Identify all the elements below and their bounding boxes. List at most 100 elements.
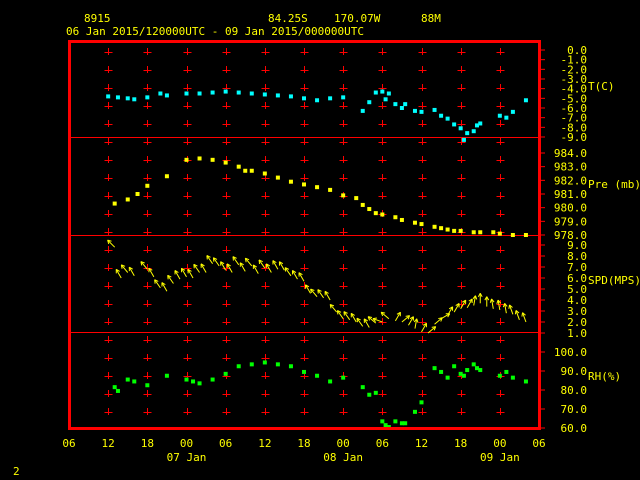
data-point xyxy=(145,95,150,100)
x-tick-label: 12 xyxy=(258,437,271,450)
data-point xyxy=(164,174,169,179)
wind-arrow xyxy=(324,290,331,301)
data-point xyxy=(474,366,479,371)
x-tick-label: 18 xyxy=(141,437,154,450)
data-point xyxy=(145,383,150,388)
wind-arrow-shaft xyxy=(181,267,187,278)
wind-arrow-head xyxy=(515,310,520,314)
wind-arrow-shaft xyxy=(473,295,476,306)
data-point xyxy=(386,91,391,96)
data-point xyxy=(471,362,476,367)
data-point xyxy=(439,226,444,231)
wind-arrow xyxy=(336,310,344,319)
wind-arrow xyxy=(466,298,473,308)
y-tick-label: 980.0 xyxy=(554,202,587,215)
wind-arrow xyxy=(477,293,483,304)
data-point xyxy=(275,93,280,98)
x-tick-label: 00 xyxy=(493,437,506,450)
data-point xyxy=(478,121,483,126)
wind-arrow-head xyxy=(407,315,411,320)
y-tick-label: 90.0 xyxy=(561,365,588,378)
wind-arrow xyxy=(107,239,116,248)
data-point xyxy=(380,212,385,217)
wind-arrow-head xyxy=(472,295,476,300)
wind-arrow xyxy=(413,318,419,329)
wind-arrow xyxy=(356,317,364,327)
wind-arrow-shaft xyxy=(128,266,135,277)
wind-arrow-head xyxy=(279,261,284,265)
wind-arrow xyxy=(265,263,272,273)
wind-arrow xyxy=(434,317,443,325)
wind-arrow-shaft xyxy=(401,315,410,323)
wind-arrow-shaft xyxy=(161,282,168,292)
wind-arrow-head xyxy=(226,263,231,267)
wind-arrow-head xyxy=(266,263,271,267)
wind-arrow-head xyxy=(161,282,166,286)
wind-arrow-head xyxy=(272,260,277,264)
wind-arrow-head xyxy=(121,264,126,267)
wind-arrow-shaft xyxy=(305,284,311,294)
data-point xyxy=(360,385,365,390)
data-point xyxy=(249,91,254,96)
data-point xyxy=(243,168,248,173)
wind-arrow xyxy=(305,284,311,294)
data-point xyxy=(383,97,388,102)
wind-arrow-head xyxy=(324,290,329,294)
wind-arrow xyxy=(284,267,292,277)
x-tick-label: 06 xyxy=(219,437,232,450)
data-point xyxy=(262,171,267,176)
data-point xyxy=(360,108,365,113)
y-tick-label: 100.0 xyxy=(554,346,587,359)
wind-arrow-head xyxy=(193,263,198,267)
wind-arrow-head xyxy=(367,316,371,321)
chart-header: 8915 84.25S 170.07W 88M 06 Jan 2015/1200… xyxy=(66,12,441,38)
data-point xyxy=(302,182,306,187)
wind-arrow-shaft xyxy=(324,291,331,301)
wind-arrow-head xyxy=(298,272,303,276)
wind-arrow-shaft xyxy=(367,316,377,324)
data-point xyxy=(445,227,450,232)
wind-arrow-head xyxy=(337,310,342,313)
wind-arrow xyxy=(421,322,427,333)
wind-arrow-head xyxy=(244,258,247,263)
data-point xyxy=(445,375,450,380)
data-point xyxy=(373,390,378,395)
data-point xyxy=(115,95,120,100)
data-point xyxy=(478,368,483,373)
x-tick-label: 06 xyxy=(62,437,75,450)
wind-arrow-head xyxy=(154,279,159,282)
wind-arrow xyxy=(115,268,122,279)
data-point xyxy=(497,373,502,378)
wind-arrow-head xyxy=(310,288,315,291)
wind-arrow-head xyxy=(489,298,493,303)
wind-arrow-head xyxy=(468,298,473,302)
wind-arrow-shaft xyxy=(107,239,116,248)
data-point xyxy=(328,187,333,192)
data-point xyxy=(412,108,417,113)
wind-arrow-shaft xyxy=(174,270,181,280)
wind-arrow-shaft xyxy=(154,279,161,289)
data-point xyxy=(184,91,189,96)
wind-arrow-shaft xyxy=(497,299,501,310)
data-point xyxy=(393,419,398,424)
data-point xyxy=(223,89,228,94)
wind-arrow-head xyxy=(284,267,290,270)
wind-arrow xyxy=(508,304,514,315)
wind-arrow-shaft xyxy=(337,310,344,319)
wind-arrow-shaft xyxy=(504,303,507,314)
data-point xyxy=(439,113,444,118)
data-point xyxy=(510,109,515,114)
data-point xyxy=(412,409,417,414)
data-point xyxy=(452,228,457,233)
wind-arrow-head xyxy=(396,311,401,315)
wind-arrow-shaft xyxy=(244,257,253,267)
wind-arrow-shaft xyxy=(187,269,194,279)
time-axis: 06 12 18 00 06 12 18 00 06 12 18 00 06 07 Jan 08 Jan 09… xyxy=(62,437,545,464)
wind-arrow-head xyxy=(461,299,466,303)
wind-arrow xyxy=(206,255,214,264)
data-point xyxy=(504,115,509,120)
wind-arrow xyxy=(317,289,324,299)
y-tick-label: 983.0 xyxy=(554,161,587,174)
y-tick-label: 70.0 xyxy=(561,403,588,416)
